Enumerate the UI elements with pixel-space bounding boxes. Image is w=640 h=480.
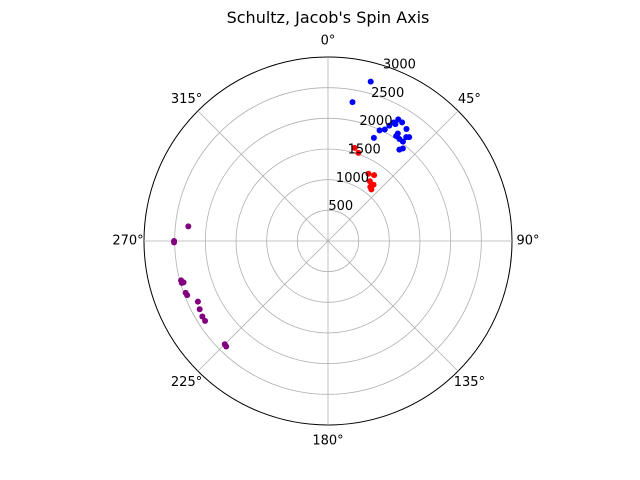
scatter-point — [202, 317, 209, 324]
r-tick-label: 2000 — [359, 114, 392, 129]
r-tick-label: 500 — [328, 199, 353, 214]
scatter-point — [223, 343, 230, 350]
scatter-point — [351, 144, 358, 151]
scatter-point — [171, 239, 178, 246]
tick-labels: 0° 45° 90° 135° 180° 225° 270° 315° 500 1000 1500 2… — [112, 34, 539, 449]
scatter-point — [365, 170, 372, 177]
scatter-point — [367, 78, 374, 85]
angular-gridline — [327, 110, 459, 242]
scatter-point — [185, 223, 192, 230]
angular-gridline — [197, 240, 329, 372]
scatter-point — [196, 306, 203, 313]
r-tick-label: 1500 — [348, 143, 381, 158]
scatter-point — [199, 313, 206, 320]
scatter-point — [371, 172, 378, 179]
angular-gridline — [197, 110, 329, 242]
scatter-point — [381, 126, 388, 133]
theta-tick-label: 90° — [516, 234, 539, 249]
scatter-point — [194, 298, 201, 305]
theta-tick-label: 135° — [454, 375, 485, 390]
theta-tick-label: 315° — [171, 92, 202, 107]
theta-tick-label: 270° — [112, 234, 143, 249]
chart-title: Schultz, Jacob's Spin Axis — [227, 8, 430, 27]
scatter-point — [355, 149, 362, 156]
scatter-point — [184, 292, 191, 299]
r-tick-label: 1000 — [336, 171, 369, 186]
theta-tick-label: 45° — [458, 92, 481, 107]
scatter-point — [349, 99, 356, 106]
theta-tick-label: 180° — [312, 434, 343, 449]
scatter-point — [396, 146, 403, 153]
scatter-point — [376, 127, 383, 134]
r-tick-label: 2500 — [371, 86, 404, 101]
scatter-point — [403, 125, 410, 132]
polar-grid — [143, 56, 513, 426]
scatter-point — [368, 186, 375, 193]
data-points — [171, 78, 413, 350]
scatter-point — [370, 134, 377, 141]
r-tick-label: 3000 — [383, 58, 416, 73]
scatter-point — [399, 138, 406, 145]
scatter-point — [180, 279, 187, 286]
angular-gridline — [327, 240, 459, 372]
scatter-point — [392, 121, 399, 128]
scatter-point — [406, 134, 413, 141]
scatter-point — [395, 116, 402, 123]
theta-tick-label: 0° — [321, 34, 336, 49]
scatter-point — [386, 122, 393, 129]
theta-tick-label: 225° — [171, 375, 202, 390]
